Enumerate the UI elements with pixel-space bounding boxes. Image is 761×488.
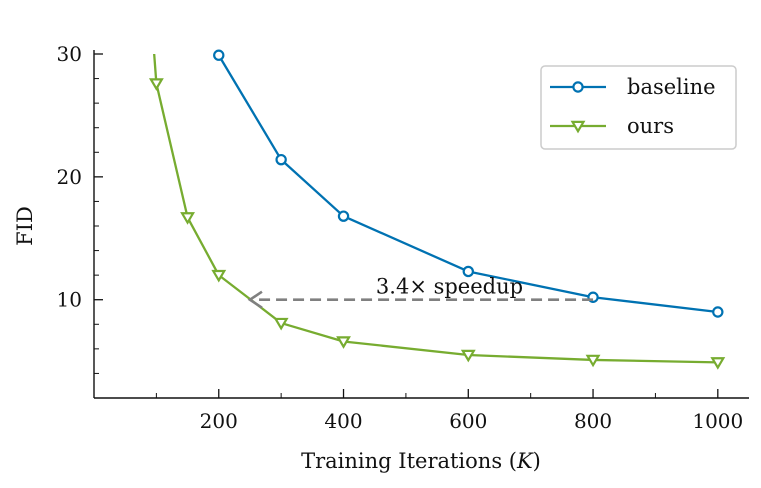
x-axis-title: Training Iterations (K): [301, 449, 541, 473]
data-point-ours: [585, 354, 601, 368]
x-tick-label: 400: [324, 409, 362, 433]
x-tick-label: 1000: [692, 409, 743, 433]
data-point-ours: [180, 212, 195, 225]
axes: 200 400 600 800 1000 10 20 30: [57, 42, 749, 433]
y-tick-label: 20: [57, 165, 82, 189]
data-point-baseline: [462, 265, 474, 278]
data-point-ours: [148, 78, 164, 91]
legend-label-baseline: baseline: [627, 75, 716, 99]
marker-layer: [148, 49, 726, 370]
series-line-baseline: [217, 54, 718, 314]
y-tick-label: 10: [57, 288, 82, 312]
speedup-annotation: 3.4× speedup: [376, 275, 523, 299]
data-point-ours: [336, 336, 351, 349]
data-point-baseline: [712, 306, 724, 318]
data-point-baseline: [275, 153, 287, 166]
x-tick-label: 600: [449, 409, 487, 433]
legend-marker-ours: [570, 120, 586, 134]
y-axis-title: FID: [13, 206, 37, 246]
y-tick-label: 30: [57, 42, 82, 66]
speedup-arrow-head: [247, 290, 263, 309]
legend-marker-baseline: [572, 81, 584, 93]
data-point-ours: [460, 349, 476, 363]
legend: baseline ours: [540, 65, 737, 150]
x-tick-label: 200: [200, 409, 238, 433]
data-point-baseline: [213, 49, 225, 61]
data-point-ours: [211, 269, 227, 283]
legend-label-ours: ours: [627, 114, 674, 138]
data-point-baseline: [337, 210, 350, 222]
data-point-ours: [710, 357, 726, 370]
x-tick-label: 800: [574, 409, 612, 433]
data-point-ours: [273, 317, 289, 331]
annotation-layer: 3.4× speedup: [247, 275, 594, 309]
